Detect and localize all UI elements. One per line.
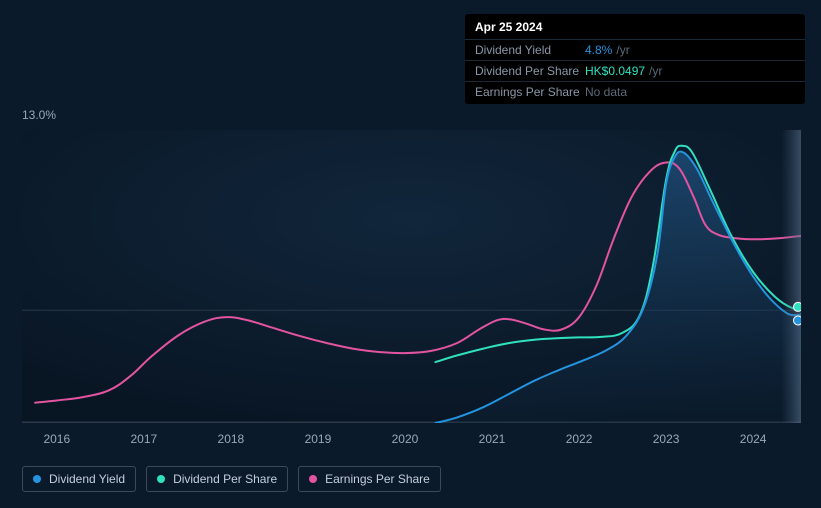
y-tick-upper: 13.0% [22,108,56,122]
legend-item-dividend-per-share[interactable]: Dividend Per Share [146,466,288,492]
legend-dot-icon [33,475,41,483]
tooltip-date: Apr 25 2024 [465,20,805,39]
tooltip-unit: /yr [616,43,629,57]
x-tick: 2023 [653,432,680,446]
tooltip-label: Dividend Per Share [475,64,585,78]
x-axis: 2016 2017 2018 2019 2020 2021 2022 2023 2024 [22,432,801,450]
x-tick: 2017 [130,432,157,446]
x-tick: 2016 [43,432,70,446]
legend-label: Dividend Yield [49,472,125,486]
x-tick: 2018 [218,432,245,446]
right-fade [781,130,801,423]
legend-dot-icon [157,475,165,483]
tooltip-value: HK$0.0497 [585,64,645,78]
legend-item-earnings-per-share[interactable]: Earnings Per Share [298,466,441,492]
x-tick: 2024 [740,432,767,446]
x-tick: 2019 [305,432,332,446]
chart-tooltip: Apr 25 2024 Dividend Yield 4.8% /yr Divi… [465,14,805,104]
legend-item-dividend-yield[interactable]: Dividend Yield [22,466,136,492]
series-end-marker [794,302,802,311]
chart-svg [22,130,801,423]
x-tick: 2020 [392,432,419,446]
tooltip-label: Earnings Per Share [475,85,585,99]
legend: Dividend Yield Dividend Per Share Earnin… [22,466,441,492]
legend-label: Earnings Per Share [325,472,430,486]
tooltip-row-dividend-yield: Dividend Yield 4.8% /yr [465,39,805,60]
x-tick: 2022 [566,432,593,446]
tooltip-label: Dividend Yield [475,43,585,57]
x-tick: 2021 [479,432,506,446]
tooltip-value: No data [585,85,627,99]
legend-dot-icon [309,475,317,483]
tooltip-unit: /yr [649,64,662,78]
tooltip-row-dividend-per-share: Dividend Per Share HK$0.0497 /yr [465,60,805,81]
tooltip-row-earnings-per-share: Earnings Per Share No data [465,81,805,102]
tooltip-value: 4.8% [585,43,612,57]
chart-area[interactable] [22,130,801,423]
series-end-marker [794,316,802,325]
legend-label: Dividend Per Share [173,472,277,486]
